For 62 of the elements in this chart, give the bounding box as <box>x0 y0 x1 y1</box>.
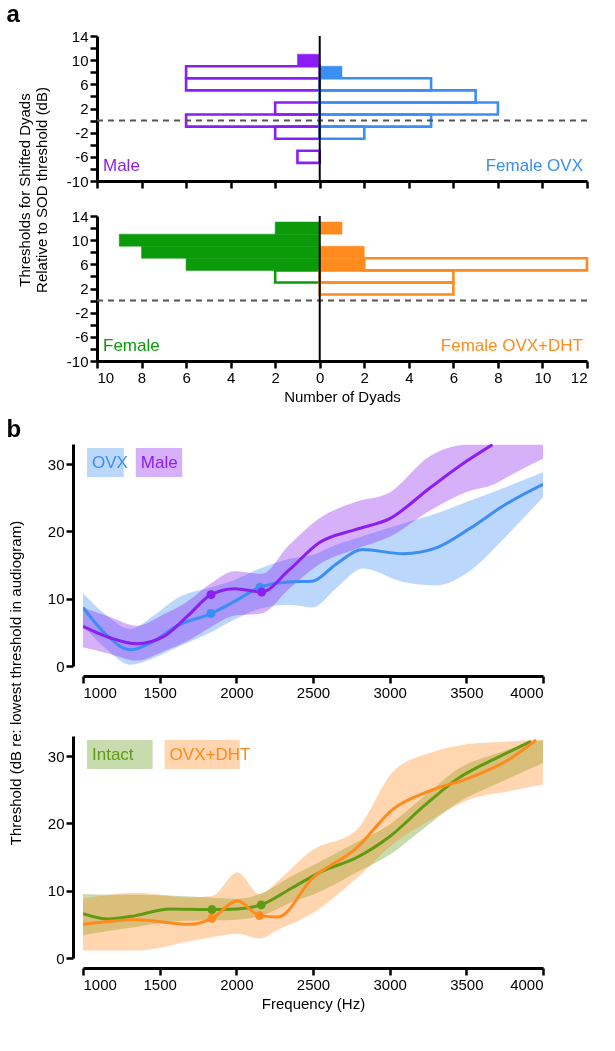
x-tick-label: 12 <box>570 368 588 386</box>
y-tick-label: 2 <box>80 100 89 117</box>
x-tick-label: 8 <box>137 368 147 386</box>
y-tick-label: 30 <box>47 747 65 765</box>
x-tick-label: 2000 <box>220 975 254 993</box>
x-tick-label: 1000 <box>83 975 117 993</box>
x-tick-label: 3000 <box>373 683 407 701</box>
text: Female <box>103 336 160 355</box>
y-tick-label: 0 <box>56 949 65 967</box>
y-tick-label: -6 <box>75 148 89 166</box>
y-tick-label: 20 <box>47 522 65 540</box>
y-tick-label: 10 <box>47 590 65 608</box>
text: Female OVX+DHT <box>440 336 583 355</box>
y-tick-label: -10 <box>66 172 89 190</box>
x-tick-label: 2 <box>271 368 280 386</box>
y-tick-label: 6 <box>80 75 89 93</box>
y-tick-label: -10 <box>66 352 89 370</box>
y-tick-label: 14 <box>71 27 89 45</box>
x-tick-label: 1500 <box>143 683 177 701</box>
y-tick-label: 6 <box>80 255 89 273</box>
x-tick-label: 10 <box>534 368 552 386</box>
text: Male <box>103 156 140 175</box>
x-tick-label: 2500 <box>296 975 331 993</box>
x-tick-label: 10 <box>97 368 115 386</box>
x-axis-title: Frequency (Hz) <box>261 994 366 1012</box>
x-tick-label: 8 <box>494 368 503 386</box>
legend-label: OVX+DHT <box>169 745 251 764</box>
y-tick-label: 10 <box>71 51 89 69</box>
legend-label: OVX <box>92 453 128 472</box>
y-tick-label: 0 <box>56 657 65 675</box>
y-tick-label: 10 <box>71 231 89 249</box>
y-tick-label: 2 <box>80 280 89 297</box>
y-tick-label: 10 <box>47 882 65 900</box>
x-tick-label: 4000 <box>510 975 544 993</box>
y-tick-label: 20 <box>47 814 65 832</box>
y-tick-label: 30 <box>47 455 65 473</box>
x-tick-label: 2000 <box>220 683 254 701</box>
y-axis-title: Threshold (dB re: lowest threshold in audiogram) <box>7 520 24 846</box>
x-tick-label: 6 <box>449 368 459 386</box>
y-axis-title: Thresholds for Shifted Dyads Relative to SOD threshold (dB) <box>16 87 50 293</box>
y-tick-label: 14 <box>71 207 89 225</box>
x-tick-label: 1000 <box>83 683 117 701</box>
y-tick-label: -2 <box>75 124 89 142</box>
x-axis-title: Number of Dyads <box>284 387 401 405</box>
legend-label: Male <box>140 453 178 472</box>
x-tick-label: 1500 <box>143 975 177 993</box>
x-tick-label: 2500 <box>296 683 331 701</box>
x-tick-label: 0 <box>316 368 325 386</box>
x-tick-label: 6 <box>182 368 191 386</box>
x-tick-label: 4000 <box>510 683 544 701</box>
chart-title: b <box>6 414 22 442</box>
x-tick-label: 4 <box>405 368 414 386</box>
x-tick-label: 3000 <box>373 975 407 993</box>
y-tick-label: -6 <box>75 328 89 346</box>
legend-label: Intact <box>92 745 134 764</box>
text: Female OVX <box>485 156 583 175</box>
x-tick-label: 3500 <box>450 683 484 701</box>
x-tick-label: 4 <box>226 368 236 386</box>
chart-title: a <box>6 0 21 27</box>
x-tick-label: 3500 <box>450 975 484 993</box>
y-tick-label: -2 <box>75 304 89 322</box>
x-tick-label: 2 <box>360 368 369 386</box>
